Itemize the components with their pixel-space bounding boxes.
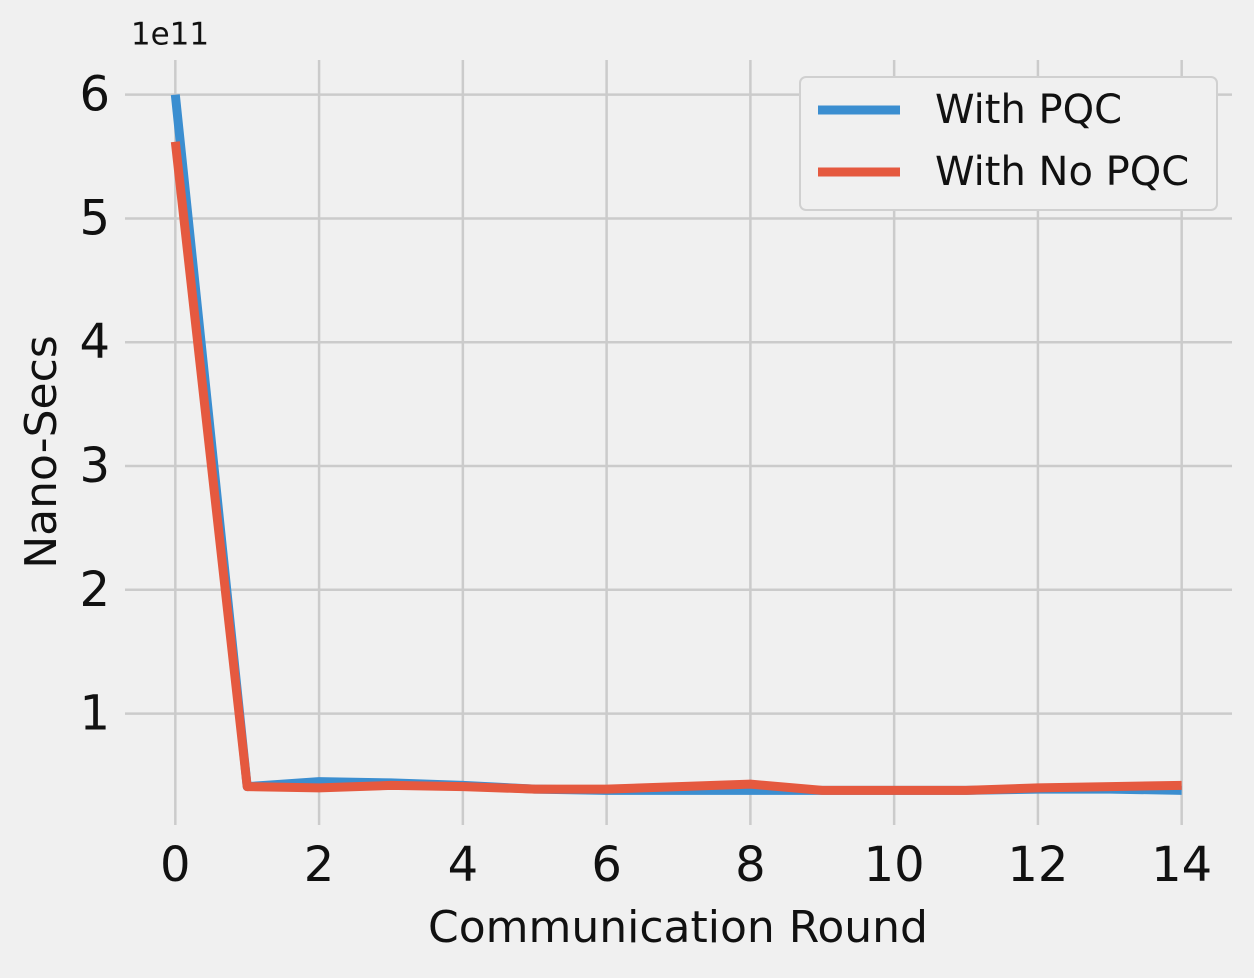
- x-tick-label: 10: [864, 837, 925, 893]
- y-tick-label: 3: [79, 438, 110, 494]
- y-axis-label: Nano-Secs: [16, 335, 67, 569]
- x-tick-label: 4: [448, 837, 479, 893]
- x-tick-label: 0: [160, 837, 191, 893]
- x-tick-label: 6: [591, 837, 622, 893]
- y-tick-label: 6: [79, 67, 110, 123]
- x-axis-label: Communication Round: [428, 902, 928, 953]
- x-tick-label: 2: [304, 837, 335, 893]
- data-line: [170, 141, 1182, 795]
- legend: With PQC With No PQC: [799, 76, 1218, 211]
- y-tick-label: 4: [79, 314, 110, 370]
- x-tick-label: 12: [1007, 837, 1068, 893]
- y-tick-label: 1: [79, 686, 110, 742]
- y-tick-label: 5: [79, 190, 110, 246]
- y-offset-label: 1e11: [131, 17, 209, 53]
- legend-box: [799, 76, 1218, 211]
- legend-label: With No PQC: [935, 149, 1189, 195]
- x-tick-label: 8: [735, 837, 766, 893]
- x-tick-label: 14: [1151, 837, 1212, 893]
- legend-label: With PQC: [935, 87, 1122, 133]
- y-tick-label: 2: [79, 562, 110, 618]
